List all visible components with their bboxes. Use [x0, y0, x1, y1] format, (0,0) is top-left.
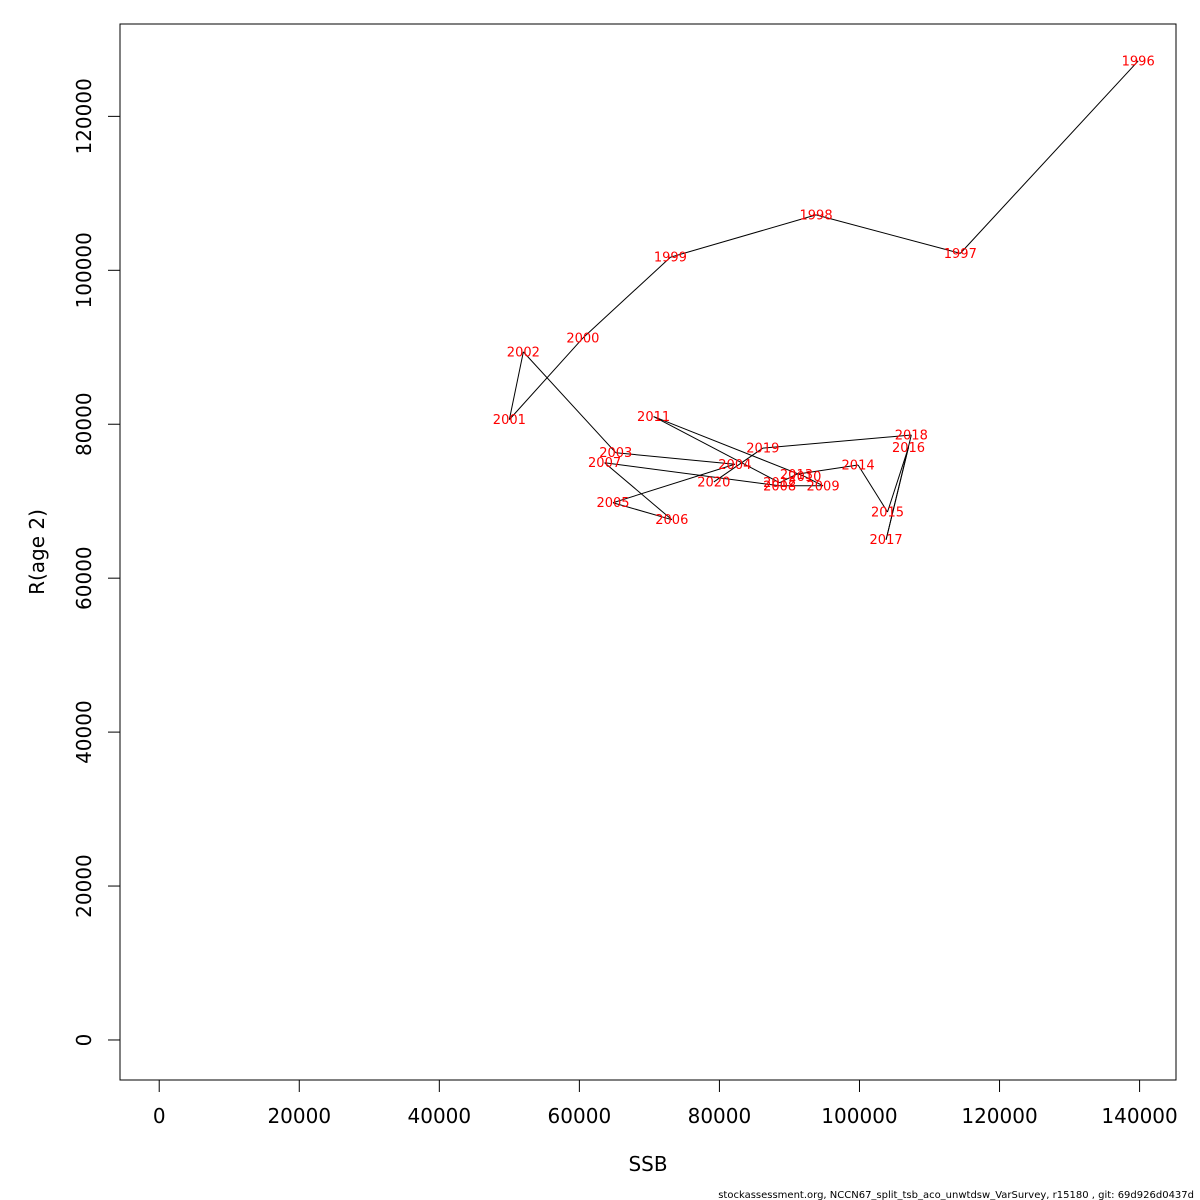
point-label-2011: 2011	[637, 410, 670, 425]
point-label-2005: 2005	[596, 496, 629, 511]
point-label-2019: 2019	[746, 442, 779, 457]
segment-2012-2013	[779, 473, 797, 484]
segment-2006-2007	[604, 462, 673, 521]
x-axis: 0 20000 40000 60000 80000 100000 120000 140000	[153, 1079, 1178, 1128]
point-label-2001: 2001	[493, 413, 526, 428]
point-label-2012: 2012	[763, 476, 796, 491]
point-label-1997: 1997	[944, 247, 977, 262]
segment-2018-2019	[762, 434, 912, 449]
point-label-2013: 2013	[780, 468, 813, 483]
y-tick-label: 40000	[72, 700, 96, 764]
point-label-2002: 2002	[507, 345, 540, 360]
point-label-2006: 2006	[655, 513, 688, 528]
x-tick-label: 20000	[267, 1104, 331, 1128]
y-tick-label: 80000	[72, 392, 96, 456]
segment-1996-1997	[959, 60, 1139, 254]
point-label-2018: 2018	[895, 429, 928, 444]
point-label-2007: 2007	[588, 456, 621, 471]
y-axis-label: R(age 2)	[25, 509, 49, 595]
segment-2002-2003	[522, 351, 617, 454]
segment-1997-1998	[815, 214, 961, 254]
point-label-2014: 2014	[842, 459, 875, 474]
x-tick-label: 0	[153, 1104, 166, 1128]
x-tick-label: 100000	[821, 1104, 897, 1128]
segment-2019-2020	[713, 447, 764, 483]
segment-2011-2012	[653, 416, 780, 484]
segment-2001-2002	[508, 351, 524, 420]
x-tick-label: 80000	[688, 1104, 752, 1128]
y-tick-label: 100000	[72, 232, 96, 308]
segment-2000-2001	[508, 337, 584, 420]
segment-2013-2014	[796, 464, 859, 475]
point-label-2008: 2008	[763, 479, 796, 494]
point-label-2016: 2016	[892, 441, 925, 456]
segment-2003-2004	[615, 452, 735, 465]
segment-1998-1999	[670, 214, 817, 258]
point-label-2003: 2003	[599, 446, 632, 461]
point-label-2009: 2009	[807, 479, 840, 494]
point-label-1999: 1999	[654, 251, 687, 266]
segment-2014-2015	[857, 464, 888, 513]
y-tick-label: 60000	[72, 546, 96, 610]
y-tick-label: 20000	[72, 854, 96, 918]
plot-frame	[119, 23, 1177, 1081]
segment-2009-2010	[804, 476, 824, 487]
y-axis: 0 20000 40000 60000 80000 100000 120000	[72, 78, 121, 1047]
segment-2005-2006	[612, 502, 672, 521]
point-label-2010: 2010	[788, 470, 821, 485]
point-label-2020: 2020	[697, 475, 730, 490]
point-label-1996: 1996	[1122, 54, 1155, 69]
x-tick-label: 140000	[1101, 1104, 1177, 1128]
segment-2010-2011	[653, 416, 806, 478]
segment-2017-2018	[885, 434, 912, 540]
segment-2015-2016	[887, 447, 909, 513]
point-label-2017: 2017	[870, 533, 903, 548]
segment-2004-2005	[612, 463, 735, 504]
segment-2007-2008	[604, 462, 780, 487]
point-label-2004: 2004	[718, 458, 751, 473]
point-label-1998: 1998	[800, 208, 833, 223]
x-tick-label: 60000	[548, 1104, 612, 1128]
x-tick-label: 120000	[961, 1104, 1037, 1128]
y-tick-label: 0	[72, 1034, 96, 1047]
point-labels: 1996 1997 1998 1999 2000 2001 2002 2003 2004 2005…	[493, 54, 1155, 548]
x-tick-label: 40000	[408, 1104, 472, 1128]
segment-1999-2000	[582, 256, 671, 339]
y-tick-label: 120000	[72, 78, 96, 154]
point-label-2015: 2015	[871, 505, 904, 520]
footer-note: stockassessment.org, NCCN67_split_tsb_ac…	[718, 1190, 1194, 1200]
point-label-2000: 2000	[566, 332, 599, 347]
series-line	[508, 60, 1139, 540]
x-axis-label: SSB	[628, 1152, 667, 1176]
